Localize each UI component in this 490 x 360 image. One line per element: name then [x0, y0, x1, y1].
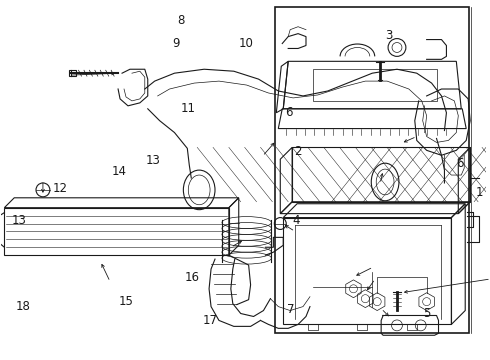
Text: 7: 7	[287, 303, 295, 316]
Text: 2: 2	[294, 145, 302, 158]
Text: 9: 9	[172, 37, 180, 50]
Text: 6: 6	[285, 106, 293, 119]
Bar	[275, 7, 469, 333]
Text: 14: 14	[112, 165, 127, 177]
Text: 12: 12	[52, 183, 67, 195]
Text: 8: 8	[177, 14, 185, 27]
Text: 3: 3	[385, 29, 393, 42]
Text: 1: 1	[475, 186, 483, 199]
Text: 4: 4	[292, 215, 300, 228]
Text: 15: 15	[119, 294, 134, 307]
Text: 18: 18	[16, 300, 30, 313]
Text: 11: 11	[181, 102, 196, 115]
Text: 5: 5	[423, 307, 430, 320]
Text: 13: 13	[12, 215, 27, 228]
Text: 6: 6	[456, 157, 464, 171]
Text: 16: 16	[185, 271, 199, 284]
Text: 13: 13	[146, 154, 161, 167]
Text: 10: 10	[239, 37, 254, 50]
Text: 17: 17	[202, 314, 218, 327]
